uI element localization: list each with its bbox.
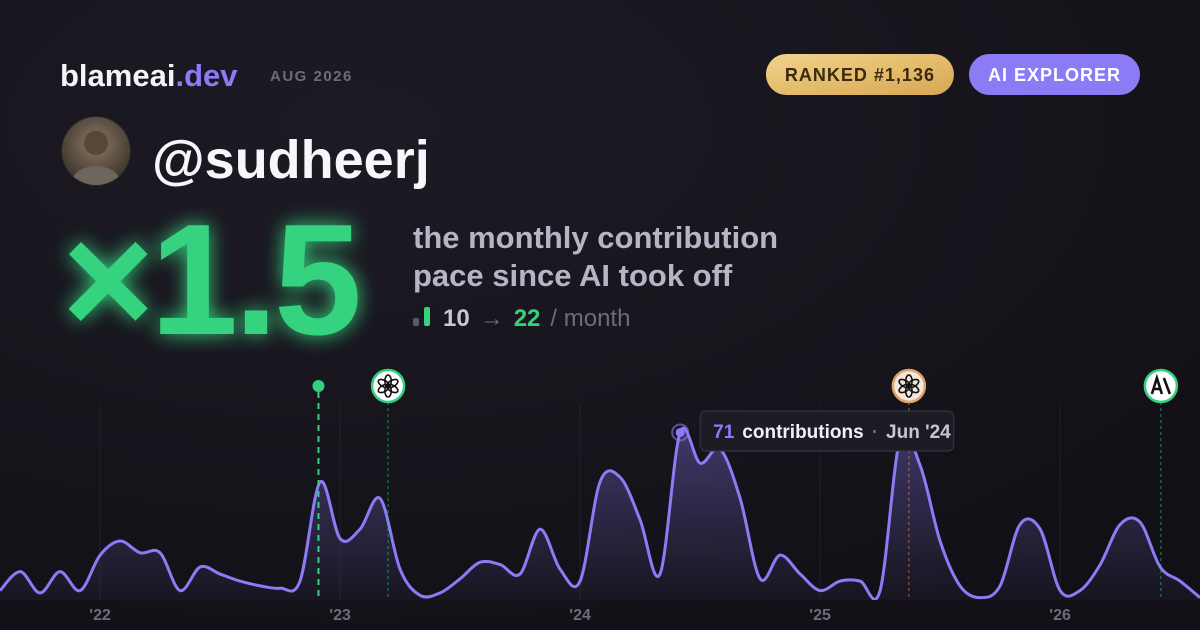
peak-dot bbox=[675, 427, 685, 437]
badge: RANKED #1,136 bbox=[765, 54, 954, 95]
tooltip-value: 71 bbox=[713, 422, 735, 443]
anthropic-logo bbox=[1150, 373, 1172, 395]
plot-area bbox=[0, 427, 1200, 600]
pace-icon bbox=[413, 307, 430, 326]
tooltip-separator: · bbox=[872, 422, 878, 443]
description-line: pace since AI took off bbox=[413, 258, 733, 293]
tooltip-box bbox=[699, 410, 955, 452]
brand-name: blameai bbox=[60, 58, 175, 93]
badge: AI EXPLORER bbox=[968, 54, 1140, 95]
pace-after: 22 bbox=[514, 305, 541, 332]
event-marker bbox=[891, 368, 927, 600]
badges: AI EXPLORER RANKED #1,136 bbox=[765, 54, 1140, 95]
openai-petal bbox=[377, 378, 390, 389]
brand: blameai.dev bbox=[60, 58, 238, 93]
pace-before: 10 bbox=[443, 305, 470, 332]
line bbox=[0, 427, 1200, 600]
event-marker bbox=[1143, 368, 1179, 600]
issue-date: AUG 2026 bbox=[270, 68, 353, 85]
event-icon-bg bbox=[891, 368, 927, 404]
pace: 10 → 22 / month bbox=[443, 305, 630, 332]
x-tick-label: '23 bbox=[329, 607, 351, 624]
event-icon-bg bbox=[1143, 368, 1179, 404]
badge-pill bbox=[765, 54, 954, 95]
tooltip-label: contributions bbox=[742, 422, 863, 443]
badge-pill bbox=[968, 54, 1140, 95]
x-tick-label: '26 bbox=[1049, 607, 1071, 624]
badge-label: RANKED #1,136 bbox=[785, 65, 935, 85]
brand-tld: .dev bbox=[175, 58, 238, 93]
event-dot bbox=[312, 380, 325, 392]
description-line: the monthly contribution bbox=[413, 220, 778, 255]
x-tick-label: '22 bbox=[89, 607, 111, 624]
contribution-chart: '22 '23 '24 '25 '26 71 contributions · Jun '24 bbox=[0, 368, 1200, 624]
openai-petal bbox=[898, 378, 911, 389]
x-tick-label: '25 bbox=[809, 607, 831, 624]
event-marker bbox=[370, 368, 406, 600]
tooltip-date: Jun '24 bbox=[886, 422, 951, 443]
event-icon-bg bbox=[370, 368, 406, 404]
x-tick-label: '24 bbox=[569, 607, 591, 624]
handle: @sudheerj bbox=[152, 130, 430, 190]
pace-unit: / month bbox=[550, 305, 630, 332]
event-marker bbox=[312, 380, 325, 600]
avatar bbox=[61, 116, 131, 186]
pace-arrow: → bbox=[480, 305, 504, 332]
peak-ring bbox=[671, 423, 690, 442]
multiplier: ×1.5 bbox=[62, 192, 358, 368]
area-fill bbox=[0, 428, 1200, 600]
badge-label: AI EXPLORER bbox=[988, 65, 1121, 85]
tooltip-text: 71 contributions · Jun '24 bbox=[713, 422, 951, 443]
tooltip: 71 contributions · Jun '24 bbox=[699, 410, 955, 452]
